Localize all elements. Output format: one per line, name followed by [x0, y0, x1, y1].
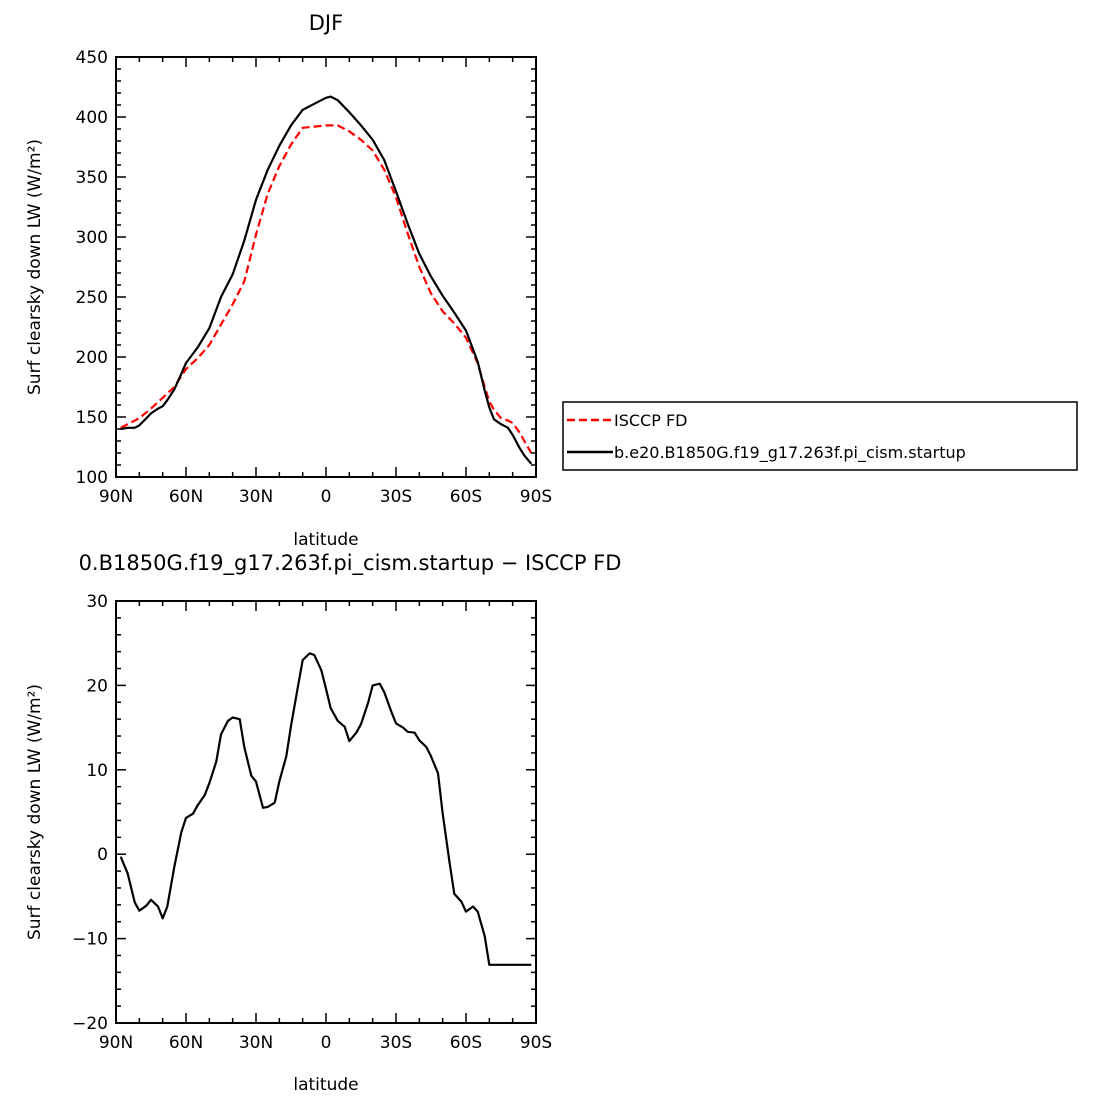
legend-box [562, 401, 1078, 471]
axis-ticks: 90N 60N 30N 0 30S 60S 90S 100 150 200 250 300 350 400… [76, 48, 553, 507]
y-tick-label: 30 [86, 592, 108, 612]
x-tick-label: 30S [380, 487, 412, 507]
x-tick-label: 60S [450, 1033, 482, 1053]
y-tick-label: 100 [76, 468, 108, 488]
x-tick-label: 0 [321, 1033, 332, 1053]
legend-label-model: b.e20.B1850G.f19_g17.263f.pi_cism.startu… [614, 443, 966, 463]
y-tick-label: −10 [72, 930, 108, 950]
x-tick-label: 30N [239, 1033, 273, 1053]
y-tick-label: 200 [76, 348, 108, 368]
series-line-0 [120, 124, 533, 454]
y-tick-label: −20 [72, 1014, 108, 1034]
legend: ISCCP FD b.e20.B1850G.f19_g17.263f.pi_ci… [562, 401, 1078, 471]
chart-title: DJF [309, 11, 343, 35]
series-line-1 [120, 95, 533, 465]
x-tick-label: 60S [450, 487, 482, 507]
x-tick-label: 60N [169, 1033, 203, 1053]
y-tick-label: 10 [86, 761, 108, 781]
plot-frame [115, 600, 537, 1024]
x-axis-label: latitude [293, 530, 358, 550]
x-tick-label: 90N [99, 487, 133, 507]
y-tick-label: 150 [76, 408, 108, 428]
y-axis-label: Surf clearsky down LW (W/m²) [25, 139, 45, 395]
x-tick-label: 90S [520, 1033, 552, 1053]
y-tick-label: 350 [76, 168, 108, 188]
axis-ticks: 90N 60N 30N 0 30S 60S 90S −20 −10 0 10 20 30 [72, 592, 552, 1053]
x-tick-label: 90S [520, 487, 552, 507]
chart-panel-djf: DJF 90N 60N 30N 0 30S 60S 90S 100 150 200 250 300 35… [25, 11, 552, 550]
x-axis-label: latitude [293, 1075, 358, 1095]
legend-label-isccp: ISCCP FD [614, 411, 687, 430]
y-tick-label: 250 [76, 288, 108, 308]
chart-panel-difference: 0.B1850G.f19_g17.263f.pi_cism.startup − … [25, 551, 621, 1095]
y-tick-label: 20 [86, 676, 108, 696]
plot-frame [115, 56, 537, 478]
series-line-0 [119, 652, 532, 966]
series-lines [119, 652, 532, 966]
x-tick-label: 30N [239, 487, 273, 507]
y-axis-label: Surf clearsky down LW (W/m²) [25, 684, 45, 940]
chart-title: 0.B1850G.f19_g17.263f.pi_cism.startup − … [79, 551, 622, 576]
y-tick-label: 400 [76, 108, 108, 128]
x-tick-label: 60N [169, 487, 203, 507]
series-lines [120, 95, 533, 465]
y-tick-label: 450 [76, 48, 108, 68]
y-tick-label: 0 [97, 845, 108, 865]
x-tick-label: 30S [380, 1033, 412, 1053]
y-tick-label: 300 [76, 228, 108, 248]
x-tick-label: 90N [99, 1033, 133, 1053]
x-tick-label: 0 [321, 487, 332, 507]
